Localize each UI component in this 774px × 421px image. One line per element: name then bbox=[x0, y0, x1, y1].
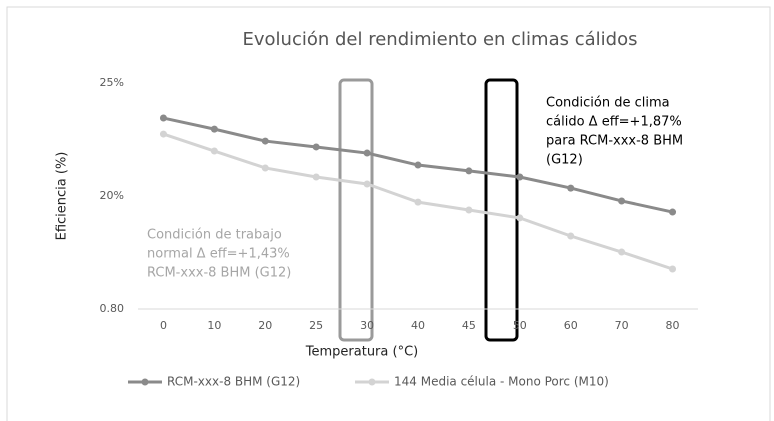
point bbox=[669, 265, 677, 273]
annotation: Condición de clima bbox=[546, 96, 670, 111]
point bbox=[363, 180, 371, 188]
x-tick-label: 50 bbox=[513, 319, 527, 332]
x-tick-label: 60 bbox=[564, 319, 578, 332]
annotation: cálido Δ eff=+1,87% bbox=[546, 115, 682, 130]
series bbox=[159, 130, 677, 273]
x-tick-label: 45 bbox=[462, 319, 476, 332]
point bbox=[210, 147, 218, 155]
series bbox=[159, 114, 677, 216]
point bbox=[414, 161, 422, 169]
point bbox=[261, 164, 269, 172]
point bbox=[363, 149, 371, 157]
annotation: (G12) bbox=[546, 153, 583, 168]
chart-title: Evolución del rendimiento en climas cáli… bbox=[243, 29, 638, 50]
highlight-box bbox=[484, 78, 519, 342]
point bbox=[516, 173, 524, 181]
y-tick-label: 0.80 bbox=[100, 302, 125, 315]
point bbox=[465, 206, 473, 214]
annotation: Condición de trabajo bbox=[147, 228, 282, 243]
annotation: para RCM-xxx-8 BHM bbox=[546, 134, 683, 149]
annotation: RCM-xxx-8 BHM (G12) bbox=[147, 266, 291, 281]
point bbox=[159, 130, 167, 138]
annotation: normal Δ eff=+1,43% bbox=[147, 247, 290, 262]
point bbox=[312, 173, 320, 181]
chart-frame bbox=[6, 6, 771, 421]
point bbox=[159, 114, 167, 122]
point bbox=[669, 208, 677, 216]
point bbox=[465, 167, 473, 175]
y-tick-label: 20% bbox=[100, 189, 124, 202]
x-tick-label: 40 bbox=[411, 319, 425, 332]
y-axis-title: Eficiencia (%) bbox=[55, 152, 70, 241]
point bbox=[210, 125, 218, 133]
point bbox=[261, 137, 269, 145]
x-axis-title: Temperatura (°C) bbox=[305, 345, 418, 360]
legend-marker bbox=[368, 378, 376, 386]
point bbox=[516, 214, 524, 222]
x-tick-label: 25 bbox=[309, 319, 323, 332]
point bbox=[567, 232, 575, 240]
legend-label: RCM-xxx-8 BHM (G12) bbox=[167, 375, 300, 389]
point bbox=[567, 184, 575, 192]
point bbox=[618, 248, 626, 256]
legend-marker bbox=[141, 378, 149, 386]
point bbox=[312, 143, 320, 151]
point bbox=[414, 198, 422, 206]
x-tick-label: 10 bbox=[207, 319, 221, 332]
point bbox=[618, 197, 626, 205]
highlight-box bbox=[338, 78, 374, 342]
x-tick-label: 0 bbox=[160, 319, 167, 332]
x-tick-label: 70 bbox=[615, 319, 629, 332]
x-tick-label: 80 bbox=[666, 319, 680, 332]
x-tick-label: 30 bbox=[360, 319, 374, 332]
y-tick-label: 25% bbox=[100, 76, 124, 89]
x-tick-label: 20 bbox=[258, 319, 272, 332]
legend-label: 144 Media célula - Mono Porc (M10) bbox=[394, 375, 609, 389]
